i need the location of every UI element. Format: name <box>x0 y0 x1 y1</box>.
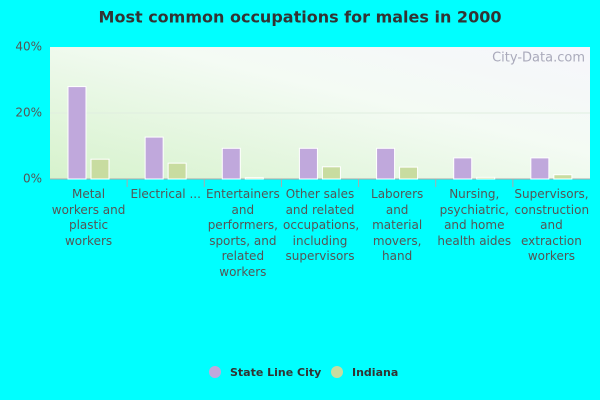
bar <box>298 147 318 180</box>
x-tick-label: Supervisors, construction and extraction… <box>514 187 590 263</box>
bar <box>67 86 87 180</box>
x-tick-label: Other sales and related occupations, inc… <box>283 187 360 263</box>
bar <box>553 174 573 180</box>
bar <box>167 162 187 180</box>
bar <box>221 147 241 180</box>
bar <box>144 136 164 180</box>
x-tick-label: Laborers and material movers, hand <box>371 187 424 263</box>
legend-swatch <box>209 366 221 378</box>
y-tick-label: 0% <box>23 172 42 186</box>
legend-swatch <box>331 366 343 378</box>
bar <box>476 176 496 180</box>
bar <box>376 147 396 180</box>
legend-label: Indiana <box>352 366 398 379</box>
chart-title: Most common occupations for males in 200… <box>99 8 502 27</box>
x-tick-label: Electrical ... <box>130 187 201 201</box>
y-tick-label: 20% <box>15 106 42 120</box>
bar <box>244 177 264 180</box>
bar <box>530 157 550 180</box>
x-tick-label: Nursing, psychiatric, and home health ai… <box>437 187 512 248</box>
watermark: City-Data.com <box>492 51 585 66</box>
bar <box>399 166 419 180</box>
x-tick-label: Entertainers and performers, sports, and… <box>205 187 280 279</box>
bar <box>321 166 341 180</box>
bar <box>90 158 110 180</box>
legend-label: State Line City <box>230 366 321 379</box>
bar <box>453 157 473 180</box>
y-tick-label: 40% <box>15 40 42 54</box>
x-tick-label: Metal workers and plastic workers <box>51 187 126 248</box>
